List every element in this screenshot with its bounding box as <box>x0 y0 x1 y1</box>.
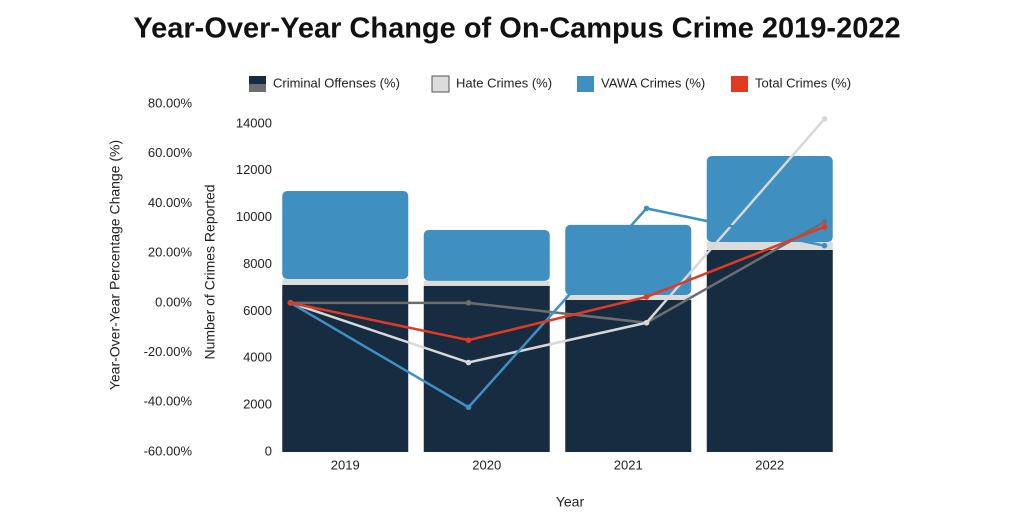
line-point <box>643 319 650 326</box>
bar-segment <box>706 156 833 243</box>
legend-swatch <box>249 76 266 84</box>
y2-tick-label: 0.00% <box>155 294 192 309</box>
legend-swatch <box>249 84 266 92</box>
x-axis-title: Year <box>556 494 585 510</box>
y2-tick-label: 80.00% <box>148 95 193 110</box>
x-tick-label: 2020 <box>472 457 501 472</box>
legend-label: Criminal Offenses (%) <box>273 75 400 90</box>
bar-segment <box>706 249 833 452</box>
y2-tick-label: 20.00% <box>148 245 193 260</box>
y2-tick-label: -20.00% <box>144 344 193 359</box>
bar-segment <box>565 299 692 452</box>
y-tick-label: 2000 <box>243 397 272 412</box>
y-tick-label: 4000 <box>243 350 272 365</box>
legend-label: Hate Crimes (%) <box>456 75 552 90</box>
line-series <box>290 220 826 325</box>
y-tick-label: 10000 <box>236 209 272 224</box>
line-series <box>290 225 825 342</box>
bar-segment <box>282 284 409 452</box>
line-point <box>465 337 472 343</box>
y-axis-title: Number of Crimes Reported <box>202 184 218 359</box>
bar-segment <box>423 280 550 286</box>
line-point <box>643 294 650 300</box>
legend-swatch <box>731 76 748 92</box>
legend-label: Total Crimes (%) <box>755 75 851 90</box>
y2-tick-label: 40.00% <box>148 195 193 210</box>
line-point <box>821 223 828 230</box>
line-point <box>821 219 828 225</box>
y2-tick-label: 60.00% <box>148 145 193 160</box>
y2-tick-label: -60.00% <box>144 443 193 458</box>
line-point <box>287 300 294 306</box>
line-series <box>290 118 826 364</box>
x-tick-label: 2021 <box>614 457 643 472</box>
line-point <box>465 404 472 411</box>
bar-segment <box>282 279 409 285</box>
x-tick-label: 2022 <box>755 457 784 472</box>
line-point <box>643 205 650 212</box>
chart-title: Year-Over-Year Change of On-Campus Crime… <box>133 13 900 45</box>
y-tick-label: 8000 <box>243 256 272 271</box>
x-tick-label: 2019 <box>331 457 360 472</box>
y2-tick-label: -40.00% <box>144 394 193 409</box>
bar-segment <box>565 224 692 295</box>
legend-swatch <box>577 76 594 92</box>
y-tick-label: 6000 <box>243 303 272 318</box>
legend-swatch <box>431 75 450 93</box>
bar-segment <box>423 229 550 281</box>
bar-segment <box>706 242 833 250</box>
y2-axis-title: Year-Over-Year Percentage Change (%) <box>107 140 123 390</box>
line-point <box>821 116 828 122</box>
line-series <box>289 207 825 409</box>
line-point <box>465 359 472 366</box>
y-tick-label: 14000 <box>236 115 272 130</box>
bar-segment <box>282 190 409 280</box>
bar-segment <box>423 285 550 452</box>
line-point <box>821 242 828 249</box>
bar-segment <box>565 294 692 300</box>
line-point <box>465 300 472 306</box>
y-tick-label: 12000 <box>236 162 272 177</box>
y-tick-label: 0 <box>265 443 272 458</box>
legend-label: VAWA Crimes (%) <box>601 75 705 90</box>
